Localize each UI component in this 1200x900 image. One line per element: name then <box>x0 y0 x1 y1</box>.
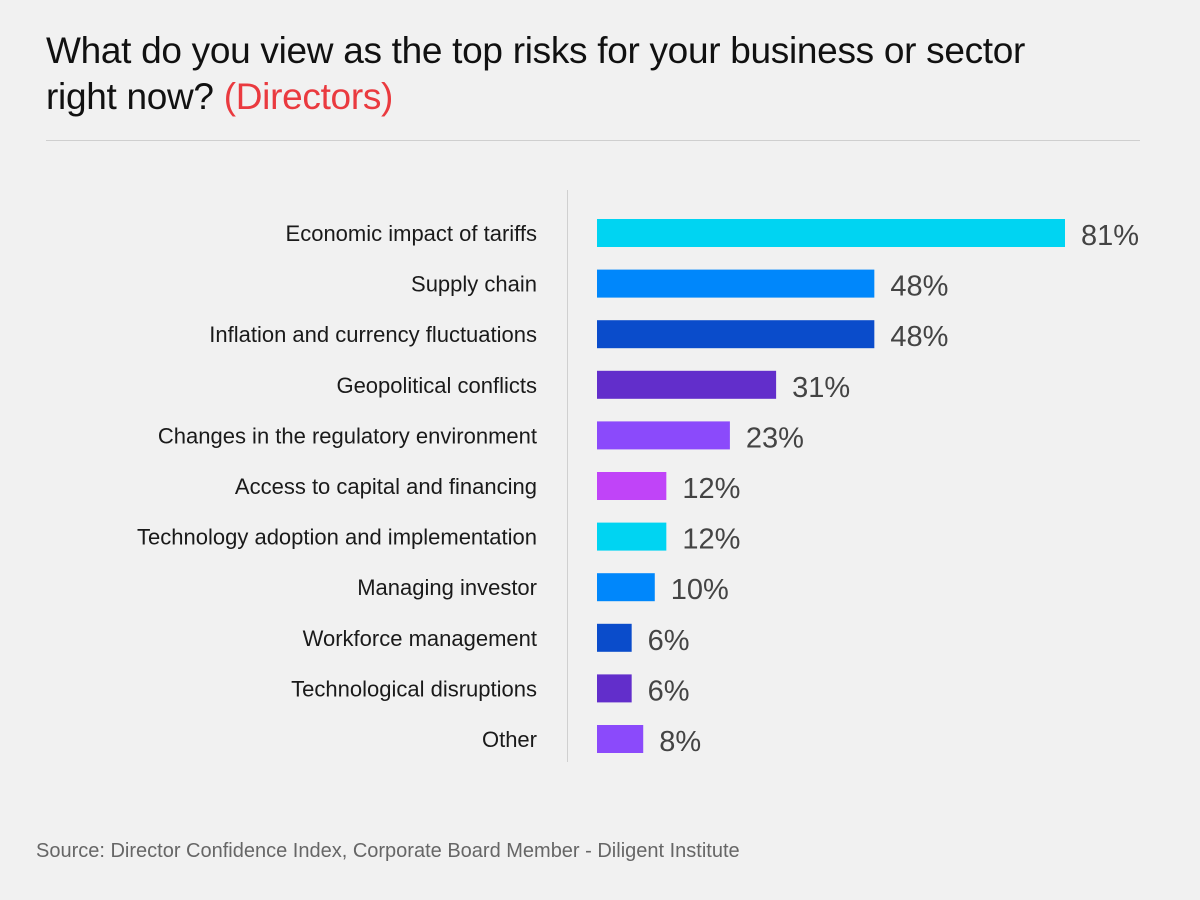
title-divider <box>46 140 1140 141</box>
category-label: Workforce management <box>303 626 537 651</box>
bar <box>597 674 632 703</box>
category-label: Inflation and currency fluctuations <box>209 322 537 347</box>
value-label: 10% <box>671 574 729 606</box>
bar <box>597 522 667 551</box>
source-note: Source: Director Confidence Index, Corpo… <box>36 840 740 862</box>
value-label: 81% <box>1081 220 1139 252</box>
value-label: 8% <box>659 726 701 758</box>
bar <box>597 320 875 349</box>
title-main: What do you view as the top risks for yo… <box>46 30 1026 117</box>
category-label: Supply chain <box>411 272 537 297</box>
bar <box>597 421 730 450</box>
value-label: 23% <box>746 422 804 454</box>
chart-title: What do you view as the top risks for yo… <box>46 28 1046 120</box>
value-label: 12% <box>682 524 740 556</box>
value-label: 6% <box>648 675 690 707</box>
category-label: Technology adoption and implementation <box>137 525 537 550</box>
value-label: 48% <box>890 271 948 303</box>
bar <box>597 623 632 652</box>
bar <box>597 269 875 298</box>
category-label: Access to capital and financing <box>235 474 537 499</box>
category-label: Technological disruptions <box>291 676 537 701</box>
bar <box>597 370 777 399</box>
bar <box>597 219 1065 247</box>
category-label: Other <box>482 727 537 752</box>
value-label: 6% <box>648 625 690 657</box>
value-label: 12% <box>682 473 740 505</box>
category-label: Managing investor <box>357 575 537 600</box>
value-label: 31% <box>792 372 850 404</box>
value-label: 48% <box>890 321 948 353</box>
category-label: Economic impact of tariffs <box>286 221 537 246</box>
bar <box>597 472 667 500</box>
bar <box>597 573 655 602</box>
category-label: Changes in the regulatory environment <box>158 423 537 448</box>
category-label: Geopolitical conflicts <box>336 373 537 398</box>
title-highlight: (Directors) <box>223 76 394 117</box>
bar <box>597 725 644 753</box>
